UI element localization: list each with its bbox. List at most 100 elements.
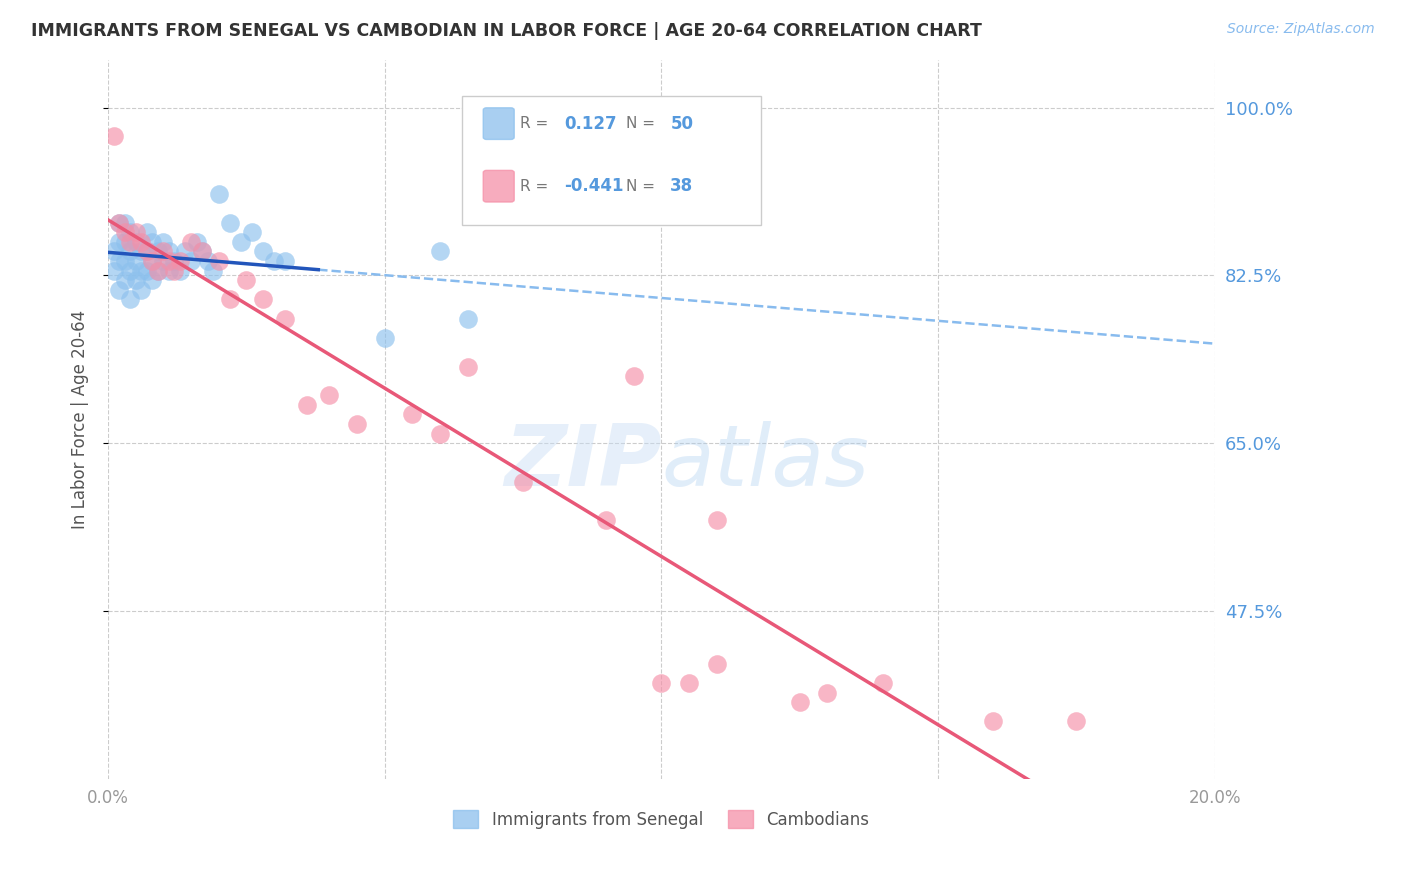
- Point: [429, 244, 451, 259]
- Y-axis label: In Labor Force | Age 20-64: In Labor Force | Age 20-64: [72, 310, 89, 529]
- Point: [318, 388, 340, 402]
- Point: [789, 695, 811, 709]
- Text: 0.127: 0.127: [564, 114, 617, 133]
- Point: [429, 426, 451, 441]
- Text: IMMIGRANTS FROM SENEGAL VS CAMBODIAN IN LABOR FORCE | AGE 20-64 CORRELATION CHAR: IMMIGRANTS FROM SENEGAL VS CAMBODIAN IN …: [31, 22, 981, 40]
- Point: [103, 129, 125, 144]
- Point: [218, 293, 240, 307]
- FancyBboxPatch shape: [484, 170, 515, 202]
- Point: [103, 244, 125, 259]
- Point: [252, 293, 274, 307]
- Point: [595, 513, 617, 527]
- Point: [457, 311, 479, 326]
- Point: [108, 216, 131, 230]
- Point: [623, 369, 645, 384]
- Point: [191, 244, 214, 259]
- Point: [174, 244, 197, 259]
- FancyBboxPatch shape: [484, 108, 515, 139]
- Point: [141, 273, 163, 287]
- Legend: Immigrants from Senegal, Cambodians: Immigrants from Senegal, Cambodians: [447, 804, 876, 835]
- Point: [229, 235, 252, 249]
- Point: [120, 225, 142, 239]
- Point: [120, 263, 142, 277]
- Point: [120, 293, 142, 307]
- Point: [129, 244, 152, 259]
- Point: [135, 244, 157, 259]
- Point: [180, 254, 202, 268]
- Point: [817, 685, 839, 699]
- Point: [124, 273, 146, 287]
- Text: -0.441: -0.441: [564, 178, 623, 195]
- Point: [114, 254, 136, 268]
- Point: [240, 225, 263, 239]
- Point: [108, 216, 131, 230]
- Point: [135, 244, 157, 259]
- Point: [146, 263, 169, 277]
- Text: N =: N =: [626, 116, 655, 131]
- Point: [141, 254, 163, 268]
- Point: [124, 254, 146, 268]
- Point: [120, 235, 142, 249]
- Point: [124, 225, 146, 239]
- Point: [114, 216, 136, 230]
- Point: [263, 254, 285, 268]
- Point: [157, 263, 180, 277]
- Point: [152, 235, 174, 249]
- Point: [120, 244, 142, 259]
- Point: [152, 254, 174, 268]
- Point: [114, 273, 136, 287]
- Point: [374, 331, 396, 345]
- Point: [872, 676, 894, 690]
- Text: Source: ZipAtlas.com: Source: ZipAtlas.com: [1227, 22, 1375, 37]
- Point: [169, 254, 191, 268]
- Point: [274, 311, 297, 326]
- Point: [163, 254, 186, 268]
- Point: [146, 263, 169, 277]
- Point: [108, 254, 131, 268]
- Text: ZIP: ZIP: [503, 421, 661, 504]
- Point: [114, 235, 136, 249]
- Point: [146, 244, 169, 259]
- Point: [108, 283, 131, 297]
- Point: [297, 398, 319, 412]
- Point: [135, 263, 157, 277]
- Point: [191, 244, 214, 259]
- Point: [252, 244, 274, 259]
- Point: [208, 186, 231, 201]
- Point: [983, 714, 1005, 729]
- Point: [218, 216, 240, 230]
- Point: [180, 235, 202, 249]
- Point: [141, 235, 163, 249]
- Point: [141, 254, 163, 268]
- Point: [678, 676, 700, 690]
- Text: N =: N =: [626, 178, 655, 194]
- Point: [129, 235, 152, 249]
- Point: [650, 676, 672, 690]
- Point: [235, 273, 257, 287]
- Point: [163, 263, 186, 277]
- Point: [129, 283, 152, 297]
- Text: 50: 50: [671, 114, 693, 133]
- Text: 38: 38: [671, 178, 693, 195]
- Point: [706, 657, 728, 671]
- Point: [157, 244, 180, 259]
- Point: [114, 225, 136, 239]
- Text: atlas: atlas: [661, 421, 869, 504]
- Point: [457, 359, 479, 374]
- Point: [274, 254, 297, 268]
- FancyBboxPatch shape: [463, 95, 761, 225]
- Point: [169, 263, 191, 277]
- Point: [108, 235, 131, 249]
- Point: [401, 408, 423, 422]
- Point: [706, 513, 728, 527]
- Point: [135, 225, 157, 239]
- Point: [157, 254, 180, 268]
- Point: [208, 254, 231, 268]
- Text: R =: R =: [520, 178, 548, 194]
- Text: R =: R =: [520, 116, 548, 131]
- Point: [346, 417, 368, 431]
- Point: [124, 235, 146, 249]
- Point: [512, 475, 534, 489]
- Point: [202, 263, 225, 277]
- Point: [152, 244, 174, 259]
